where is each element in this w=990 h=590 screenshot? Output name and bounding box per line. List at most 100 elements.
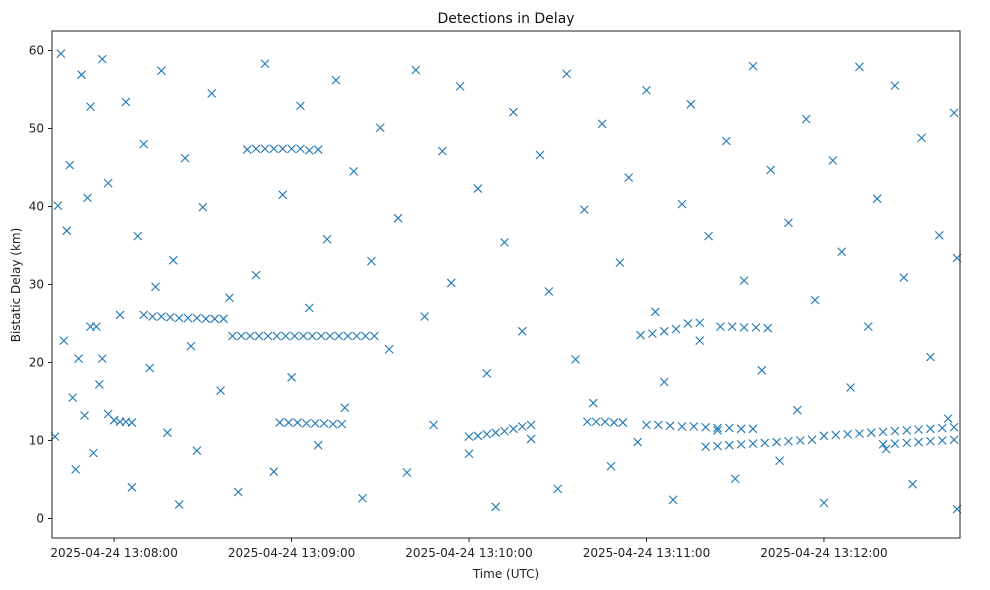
data-point	[807, 435, 817, 445]
data-point	[393, 213, 403, 223]
data-point	[272, 331, 282, 341]
data-point	[245, 331, 255, 341]
data-point	[349, 167, 359, 176]
data-point	[727, 322, 737, 332]
data-point	[544, 287, 554, 296]
data-point	[914, 437, 923, 447]
data-point	[582, 417, 592, 427]
data-point	[68, 393, 78, 402]
data-point	[254, 331, 264, 341]
data-point	[290, 331, 299, 341]
data-point	[671, 324, 681, 334]
data-point	[473, 431, 483, 441]
data-point	[83, 193, 92, 203]
data-point	[704, 231, 713, 241]
data-point	[843, 429, 852, 439]
data-point	[375, 123, 385, 133]
data-point	[86, 102, 95, 112]
data-point	[509, 107, 518, 117]
data-point	[165, 312, 175, 322]
data-point	[352, 331, 362, 341]
data-point	[937, 423, 947, 433]
data-point	[89, 448, 98, 458]
data-point	[121, 97, 131, 107]
data-point	[748, 61, 758, 71]
data-point	[65, 160, 75, 170]
data-point	[855, 429, 864, 438]
data-point	[192, 446, 202, 456]
data-point	[334, 331, 344, 341]
data-point	[526, 420, 536, 430]
data-point	[748, 439, 758, 449]
data-point	[571, 354, 580, 364]
data-point	[139, 310, 149, 320]
data-point	[97, 54, 107, 64]
data-point	[157, 66, 166, 76]
data-point	[721, 136, 731, 146]
data-point	[757, 365, 767, 375]
data-point	[739, 323, 749, 332]
data-point	[278, 190, 288, 200]
data-point	[760, 438, 770, 448]
data-point	[94, 379, 104, 389]
x-tick-label: 2025-04-24 13:12:00	[760, 546, 887, 560]
data-point	[863, 322, 873, 332]
data-point	[606, 461, 616, 471]
data-point	[653, 420, 663, 430]
data-point	[491, 502, 501, 512]
data-point	[724, 440, 734, 450]
data-point	[186, 341, 196, 351]
data-point	[201, 314, 211, 324]
data-point	[766, 165, 776, 175]
data-point	[724, 423, 734, 433]
data-point	[668, 495, 678, 505]
y-axis: 0 10 20 30 40 50 60	[29, 44, 52, 526]
data-point	[609, 418, 619, 427]
data-point	[263, 331, 273, 341]
data-marks	[50, 49, 962, 514]
x-tick-label: 2025-04-24 13:09:00	[228, 546, 355, 560]
data-point	[299, 331, 308, 341]
data-point	[139, 139, 149, 149]
x-axis-label: Time (UTC)	[472, 567, 539, 581]
data-point	[127, 418, 137, 427]
data-point	[618, 418, 628, 427]
y-tick-label: 20	[29, 356, 44, 370]
data-point	[934, 230, 944, 240]
data-point	[293, 418, 302, 427]
y-tick-label: 40	[29, 200, 44, 214]
data-point	[775, 456, 784, 466]
data-point	[322, 234, 332, 244]
data-point	[287, 372, 296, 382]
data-point	[384, 344, 394, 354]
data-point	[751, 323, 761, 332]
data-point	[127, 482, 137, 492]
data-point	[878, 440, 888, 449]
data-point	[198, 202, 208, 212]
data-point	[615, 258, 625, 268]
data-point	[304, 303, 314, 313]
data-point	[233, 487, 243, 497]
data-point	[482, 369, 492, 378]
plot-frame	[51, 30, 961, 539]
data-point	[148, 312, 157, 321]
data-point	[284, 418, 294, 427]
data-point	[739, 276, 749, 285]
data-point	[325, 331, 335, 341]
data-point	[358, 493, 367, 503]
y-tick-label: 50	[29, 122, 44, 136]
data-point	[180, 153, 190, 163]
data-point	[97, 354, 107, 363]
data-point	[287, 144, 296, 154]
data-point	[500, 426, 509, 436]
data-point	[319, 418, 329, 428]
data-point	[438, 146, 447, 156]
data-point	[881, 444, 891, 454]
data-point	[296, 144, 305, 154]
data-point	[491, 428, 501, 438]
data-point	[509, 424, 518, 434]
data-point	[242, 145, 252, 154]
data-point	[151, 282, 160, 292]
data-point	[296, 101, 305, 111]
